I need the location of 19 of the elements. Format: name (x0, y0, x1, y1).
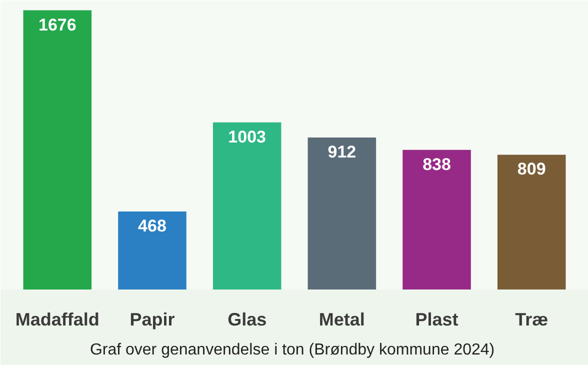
bar (212, 122, 282, 290)
bar (497, 154, 566, 290)
x-tick-label: Madaffald (15, 310, 100, 330)
text: Graf over genanvendelse i ton (Brøndby kommune 2024) (90, 342, 495, 358)
x-tick-label: Plast (415, 310, 458, 330)
bar (308, 138, 376, 290)
data-label: 1003 (228, 127, 266, 146)
x-tick-label: Glas (228, 310, 267, 330)
x-tick-label: Metal (318, 310, 365, 330)
bar (118, 212, 186, 290)
x-tick-label: Træ (515, 310, 548, 330)
data-label: 912 (328, 142, 356, 162)
bar (402, 150, 471, 290)
data-label: 809 (517, 160, 546, 179)
x-tick-label: Papir (130, 310, 175, 330)
data-label: 468 (138, 216, 166, 236)
bar (23, 10, 92, 290)
data-label: 1676 (38, 15, 76, 34)
data-label: 838 (422, 154, 451, 174)
